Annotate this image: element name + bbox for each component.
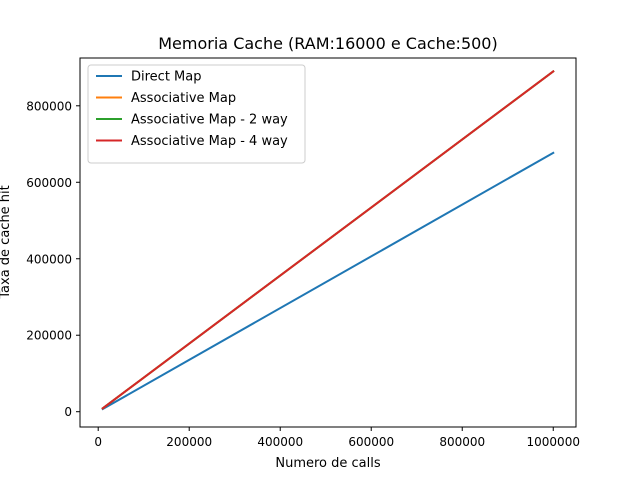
plot-lines <box>101 69 555 411</box>
y-tick-label: 0 <box>64 405 72 419</box>
y-tick-label: 400000 <box>26 252 72 266</box>
y-tick-label: 600000 <box>26 176 72 190</box>
legend-label: Associative Map - 2 way <box>131 113 288 128</box>
legend: Direct Map Associative Map Associative Map… <box>87 64 306 164</box>
legend-label: Direct Map <box>131 70 202 85</box>
legend-label: Associative Map <box>131 91 236 106</box>
legend-label: Associative Map - 4 way <box>131 134 288 149</box>
y-tick-label: 800000 <box>26 99 72 113</box>
series-line-0 <box>101 151 555 411</box>
x-tick-label: 600000 <box>348 435 394 449</box>
series-line-3 <box>101 69 555 410</box>
x-axis-ticks: 0 200000 400000 600000 800000 1000000 <box>94 427 580 449</box>
y-tick-label: 200000 <box>26 329 72 343</box>
legend-box <box>87 64 306 164</box>
x-tick-label: 1000000 <box>527 435 580 449</box>
y-axis-label: Taxa de cache hit <box>0 185 13 300</box>
x-tick-label: 0 <box>94 435 102 449</box>
x-tick-label: 400000 <box>257 435 303 449</box>
chart-title: Memoria Cache (RAM:16000 e Cache:500) <box>158 34 497 53</box>
x-axis-label: Numero de calls <box>275 456 380 471</box>
plot-frame <box>79 57 577 428</box>
x-tick-label: 200000 <box>166 435 212 449</box>
x-tick-label: 800000 <box>439 435 485 449</box>
y-axis-ticks: 0 200000 400000 600000 800000 <box>26 99 80 419</box>
